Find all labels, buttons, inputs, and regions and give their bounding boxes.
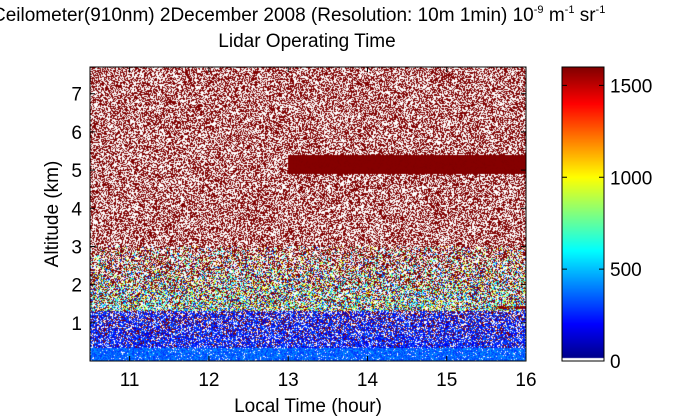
plot-frame	[89, 66, 527, 362]
chart-title-line-1: Ceilometer(910nm) 2December 2008 (Resolu…	[0, 4, 606, 27]
backscatter-heatmap	[90, 67, 526, 361]
y-tick-label: 1	[71, 314, 82, 335]
colorbar-frame	[561, 66, 605, 362]
colorbar-ticks: 0 500 1000 1500	[562, 76, 652, 373]
colorbar-tick-label: 1500	[610, 76, 652, 97]
x-tick-label: 12	[198, 370, 219, 391]
colorbar-tick-label: 500	[610, 260, 642, 281]
y-tick-label: 5	[71, 161, 82, 182]
x-tick-label: 11	[120, 370, 140, 391]
x-tick-label: 14	[357, 370, 379, 391]
y-tick-label: 3	[71, 237, 82, 258]
colorbar-gradient	[562, 67, 604, 361]
colorbar-tick-label: 1000	[610, 168, 652, 189]
x-tick-label: 16	[515, 370, 536, 391]
x-tick-label: 13	[278, 370, 299, 391]
x-axis-label: Local Time (hour)	[234, 396, 382, 417]
y-tick-label: 4	[71, 199, 82, 220]
y-axis-ticks: 1 2 3 4 5 6 7	[71, 85, 526, 335]
y-tick-label: 6	[71, 123, 82, 144]
y-tick-label: 2	[71, 276, 82, 297]
y-tick-label: 7	[71, 85, 82, 106]
colorbar-tick-label: 0	[610, 352, 621, 373]
y-axis-label: Altitude (km)	[42, 161, 63, 268]
x-axis-ticks: 11 12 13 14 15 16	[120, 67, 537, 391]
x-tick-label: 15	[436, 370, 457, 391]
chart-title-line-2: Lidar Operating Time	[218, 31, 396, 52]
